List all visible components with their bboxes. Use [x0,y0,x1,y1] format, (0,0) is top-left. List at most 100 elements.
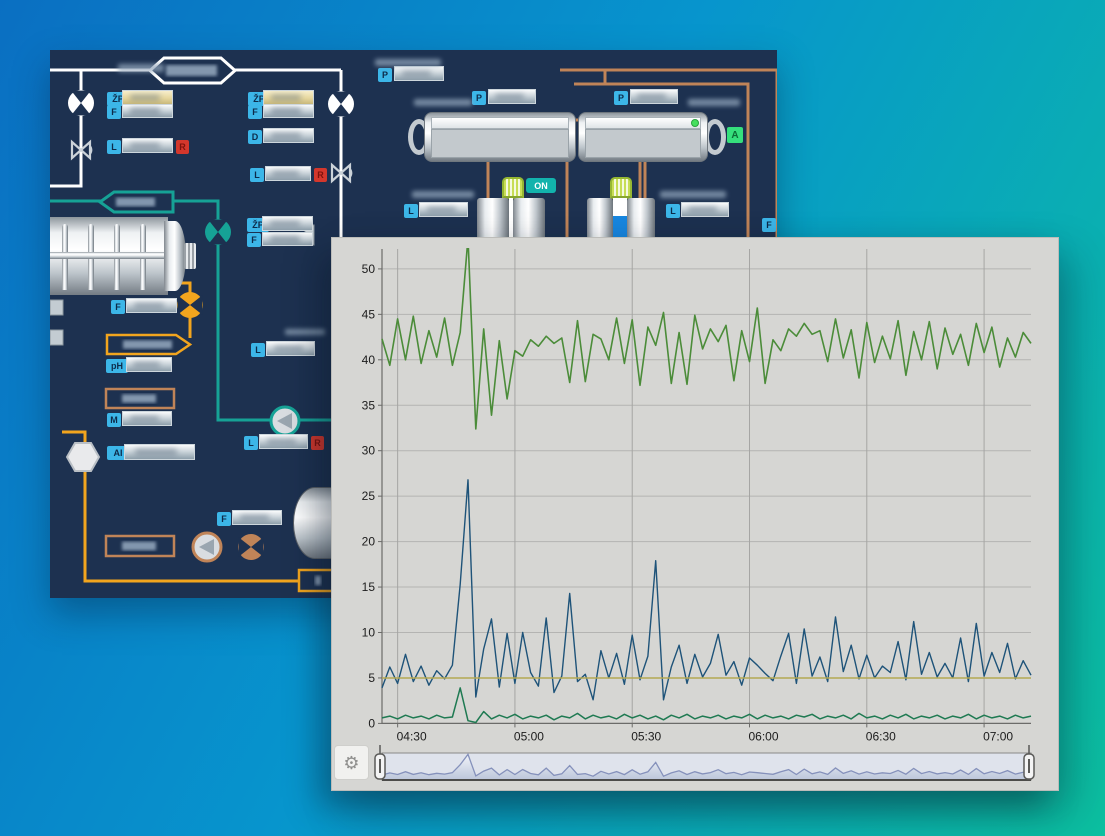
blurred-value [273,345,303,352]
value-display [122,138,173,153]
blurred-value [239,514,270,521]
instrument-badge-p: P [378,68,392,82]
blurred-value [129,108,161,114]
blurred-value [129,415,160,422]
x-axis-label: 07:00 [983,729,1013,743]
navigator-line [381,753,1032,778]
lower-trend-blue-line [381,479,1032,701]
y-axis-label: 20 [362,535,376,549]
hex-fitting [65,442,101,472]
y-axis-label: 15 [362,580,376,594]
pump[interactable] [191,531,223,563]
blurred-value [133,302,165,309]
manual-valve[interactable] [70,139,93,161]
instrument-badge-l: L [666,204,680,218]
y-axis-label: 0 [368,716,375,730]
instrument-badge-f: F [247,233,261,247]
blurred-label-text [285,329,325,335]
chart-settings-button[interactable]: ⚙ [334,745,369,780]
blurred-tag-text [123,340,172,349]
instrument-badge-f: F [107,105,121,119]
vessel-2-filter-elements [585,129,701,158]
instrument-badge-l: L [107,140,121,154]
on-status-badge[interactable]: ON [526,178,556,193]
value-display [126,298,177,313]
mixer-knob [184,243,196,269]
agitator-motor-1 [502,177,524,199]
instrument-badge-d: D [248,130,262,144]
chart-axes [381,249,1031,724]
instrument-badge-ai: AI [107,446,129,460]
trend-chart[interactable]: 0 5 10 15 20 25 30 35 40 45 50 04:30 05:00 05:30 06:00… [332,238,1058,790]
x-axis-label: 06:30 [866,729,896,743]
blurred-label-text [688,99,740,106]
x-axis-label: 05:00 [514,729,544,743]
plot-area[interactable] [382,249,1031,723]
ball-valve[interactable] [177,292,203,318]
value-display [681,202,729,217]
manual-valve[interactable] [330,162,353,184]
alarm-flag-badge: R [176,140,189,154]
pump[interactable] [269,405,301,437]
blurred-tag-text [315,575,321,586]
ball-valve[interactable] [328,91,354,117]
navigator-handle-left[interactable] [374,745,386,780]
blurred-label-text [412,191,474,198]
navigator-handle-right[interactable] [1023,745,1035,780]
orange-pipe [178,281,192,338]
blurred-value [270,132,302,139]
instrument-badge-l: L [250,168,264,182]
ball-valve[interactable] [238,534,264,560]
x-axis-label: 05:30 [631,729,661,743]
piping-layer [50,56,777,593]
blurred-label-text [660,191,726,198]
value-display [394,66,444,81]
value-display [262,216,313,231]
blurred-value [266,438,296,445]
agitator-motor-2 [610,177,632,199]
blurred-tag-text [116,197,155,207]
y-axis-label: 5 [368,671,375,685]
ball-valve[interactable] [68,90,94,116]
mixer-end-cap [164,221,186,291]
blurred-value [495,93,524,100]
value-display [263,128,314,143]
value-display [122,90,173,105]
blurred-value [270,108,302,114]
ball-valve[interactable] [205,219,231,245]
x-axis-label: 04:30 [397,729,427,743]
exchanger-cylinder [293,487,337,559]
blurred-value [270,94,302,101]
instrument-badge-p: P [472,91,486,105]
instrument-badge-l: L [244,436,258,450]
value-display [488,89,536,104]
instrument-badge-p: P [614,91,628,105]
auto-mode-badge: A [727,127,743,143]
value-display [262,232,313,246]
blurred-value [426,206,456,213]
x-axis-label: 06:00 [748,729,778,743]
value-display [419,202,468,217]
instrument-badge-l: L [251,343,265,357]
clipped-value-box [50,299,64,316]
navigator-area [382,754,1031,780]
vessel-1-top-band [431,117,569,129]
blurred-value [133,361,161,368]
vessel-1-filter-elements [431,129,569,158]
alarm-flag-badge: R [314,168,327,182]
blurred-label-text [375,59,441,66]
value-display [266,341,315,356]
blurred-value [129,142,161,149]
instrument-badge-f: F [248,105,262,119]
blurred-value [134,448,178,456]
y-axis-label: 40 [362,353,376,367]
tank-1-sight-glass [509,198,513,250]
mixer-shaft [50,252,168,259]
trend-chart-window: 0 5 10 15 20 25 30 35 40 45 50 04:30 05:00 05:30 06:00… [331,237,1059,791]
copper-pipe [560,68,777,242]
y-axis-label: 10 [362,626,376,640]
y-axis-label: 30 [362,444,376,458]
blurred-value [401,70,432,77]
